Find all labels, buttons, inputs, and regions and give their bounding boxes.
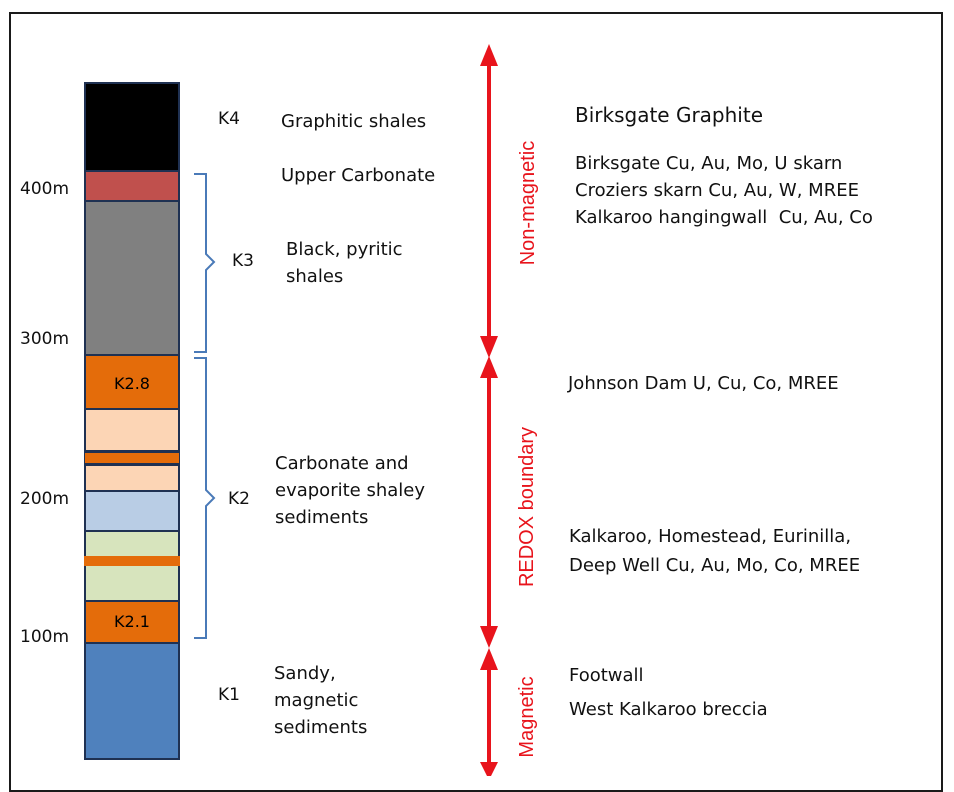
zone-label-redox-boundary: REDOX boundary <box>516 426 538 588</box>
unit-label-k2: K2 <box>228 489 250 509</box>
layer-k2-1: K2.1 <box>84 600 180 644</box>
layer-label-k2-8: K2.8 <box>114 374 150 393</box>
lithology-k1: Sandy, magnetic sediments <box>274 663 368 738</box>
lithology-upper-carbonate: Upper Carbonate <box>281 165 436 186</box>
arrow-non-magnetic <box>480 44 498 358</box>
arrow-redox-boundary <box>480 356 498 648</box>
layer-orange-thin <box>84 452 180 464</box>
depth-label-100m: 100m <box>20 627 70 647</box>
zone-label-non-magnetic: Non-magnetic <box>517 140 539 266</box>
bracket-k2 <box>194 357 216 639</box>
layer-k4-graphitic-shale <box>84 82 180 172</box>
depth-label-200m: 200m <box>20 489 70 509</box>
layer-k2-8: K2.8 <box>84 354 180 410</box>
deposit-johnson-dam: Johnson Dam U, Cu, Co, MREE <box>568 373 839 394</box>
annotation-overlay <box>194 44 498 776</box>
layer-label-k2-1: K2.1 <box>114 612 150 631</box>
deposit-birksgate-graphite: Birksgate Graphite <box>575 103 764 127</box>
unit-label-k4: K4 <box>218 109 240 129</box>
depth-label-400m: 400m <box>20 179 70 199</box>
deposit-kalkaroo: Kalkaroo, Homestead, Eurinilla, Deep Wel… <box>569 526 861 576</box>
deposit-west-kalkaroo: West Kalkaroo breccia <box>569 699 768 720</box>
arrow-magnetic <box>480 648 498 776</box>
depth-label-300m: 300m <box>20 329 70 349</box>
layer-k1-magnetic <box>84 642 180 760</box>
unit-label-k3: K3 <box>232 251 254 271</box>
zone-label-magnetic: Magnetic <box>516 676 538 758</box>
layer-peach-a <box>84 408 180 452</box>
deposit-skarns: Birksgate Cu, Au, Mo, U skarn Croziers s… <box>575 153 873 228</box>
unit-label-k1: K1 <box>218 685 240 705</box>
bracket-k3 <box>194 173 216 353</box>
deposit-footwall: Footwall <box>569 665 644 686</box>
lithology-k2: Carbonate and evaporite shaley sediments <box>275 453 425 528</box>
lithology-k4: Graphitic shales <box>281 111 427 132</box>
lithology-k3: Black, pyritic shales <box>286 239 403 287</box>
layer-orange-band <box>84 556 180 566</box>
layer-k3-black-shale <box>84 200 180 356</box>
